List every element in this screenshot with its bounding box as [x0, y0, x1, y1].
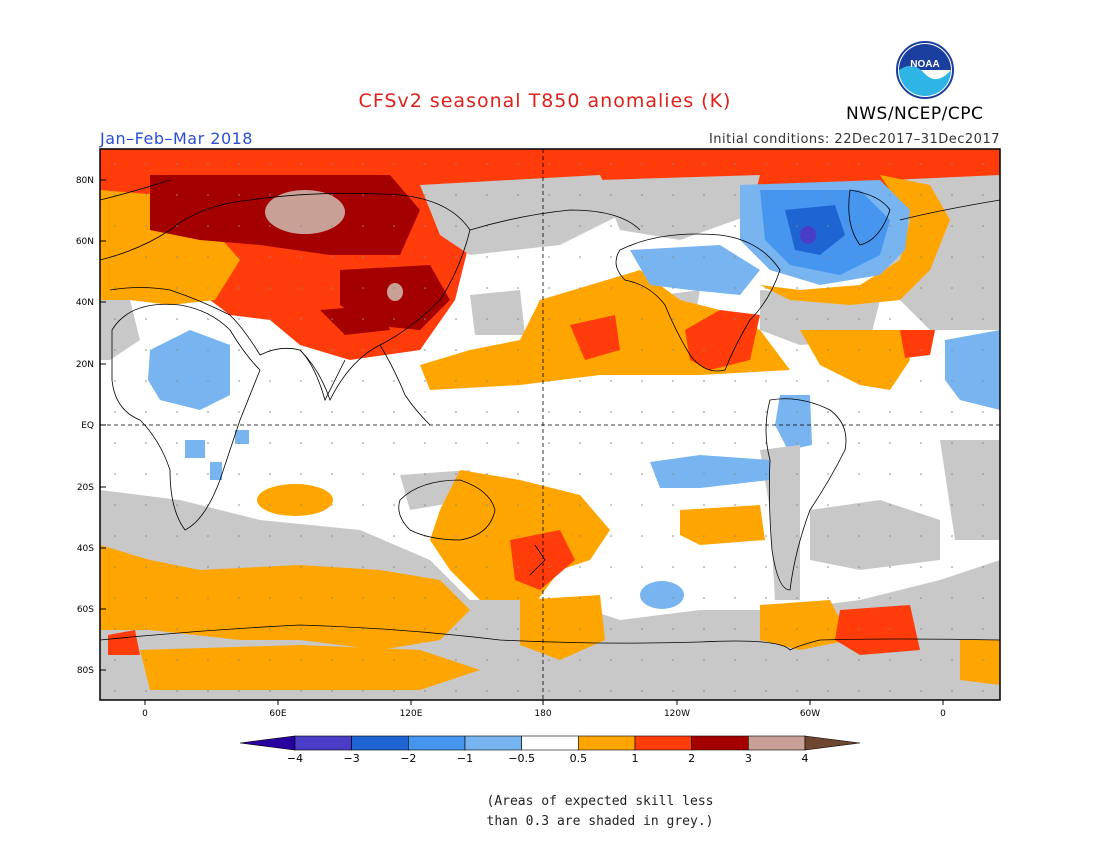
- footnote-line: (Areas of expected skill less: [486, 794, 714, 809]
- colorbar-label: −1: [457, 752, 473, 765]
- colorbar-label: 3: [745, 752, 752, 765]
- longitude-axis: 0 60E 120E 180 120W 60W 0: [142, 700, 946, 719]
- colorbar-label: −2: [400, 752, 416, 765]
- lon-label: 60E: [269, 709, 286, 719]
- colorbar-box: [294, 735, 352, 751]
- colorbar-box: [521, 735, 579, 751]
- lat-label: EQ: [81, 421, 94, 431]
- lon-label: 0: [940, 709, 946, 719]
- lon-label: 0: [142, 709, 148, 719]
- latitude-axis: 80N 60N 40N 20N EQ 20S 40S 60S 80S: [76, 176, 106, 676]
- lat-label: 40S: [77, 544, 94, 554]
- initial-conditions: Initial conditions: 22Dec2017–31Dec2017: [708, 132, 1000, 147]
- colorbar-box: [691, 735, 749, 751]
- colorbar-box: [408, 735, 466, 751]
- colorbar-label: 0.5: [570, 752, 588, 765]
- lat-label: 60S: [77, 605, 94, 615]
- colorbar: −4 −3 −2 −1 −0.5 0.5 1 2 3 4: [239, 735, 861, 765]
- colorbar-label: 1: [632, 752, 639, 765]
- lat-label: 20S: [77, 483, 94, 493]
- noaa-logo-text: NOAA: [910, 59, 939, 70]
- colorbar-label: −3: [344, 752, 360, 765]
- colorbar-label: 2: [688, 752, 695, 765]
- lat-label: 80S: [77, 666, 94, 676]
- colorbar-box: [464, 735, 522, 751]
- map-field: [100, 149, 1000, 700]
- colorbar-box: [351, 735, 409, 751]
- colorbar-arrow-high: [804, 735, 861, 751]
- lat-label: 20N: [76, 360, 94, 370]
- lon-label: 120E: [400, 709, 423, 719]
- coastlines: [100, 179, 1000, 651]
- lon-label: 60W: [800, 709, 820, 719]
- colorbar-label: −4: [287, 752, 303, 765]
- lat-label: 80N: [76, 176, 94, 186]
- colorbar-box: [748, 735, 806, 751]
- colorbar-box: [634, 735, 692, 751]
- lat-label: 40N: [76, 298, 94, 308]
- colorbar-arrow-low: [239, 735, 296, 751]
- colorbar-label: −0.5: [508, 752, 535, 765]
- map-title: CFSv2 seasonal T850 anomalies (K): [358, 90, 732, 112]
- colorbar-box: [578, 735, 636, 751]
- footnote: (Areas of expected skill less than 0.3 a…: [440, 792, 760, 832]
- forecast-period: Jan–Feb–Mar 2018: [100, 129, 253, 148]
- footnote-line: than 0.3 are shaded in grey.): [486, 814, 714, 829]
- lon-label: 180: [534, 709, 551, 719]
- noaa-logo: NOAA: [895, 40, 955, 104]
- lon-label: 120W: [664, 709, 690, 719]
- colorbar-label: 4: [802, 752, 809, 765]
- lat-label: 60N: [76, 237, 94, 247]
- agency-label: NWS/NCEP/CPC: [846, 104, 984, 124]
